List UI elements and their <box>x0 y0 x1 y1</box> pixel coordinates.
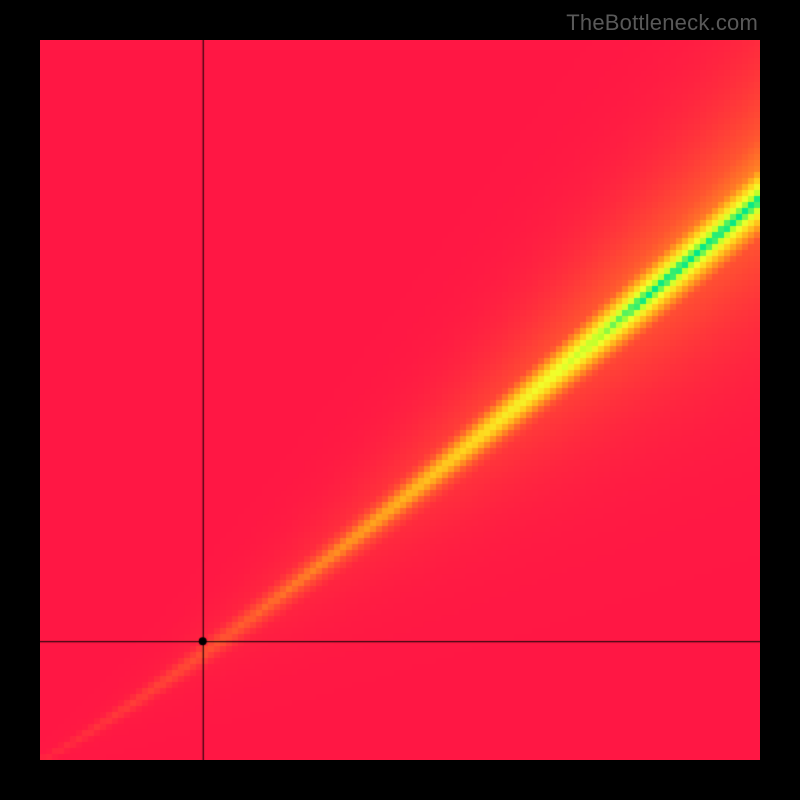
heatmap-canvas <box>40 40 760 760</box>
outer-frame: TheBottleneck.com <box>0 0 800 800</box>
watermark-text: TheBottleneck.com <box>566 10 758 36</box>
heatmap-plot-area <box>40 40 760 760</box>
